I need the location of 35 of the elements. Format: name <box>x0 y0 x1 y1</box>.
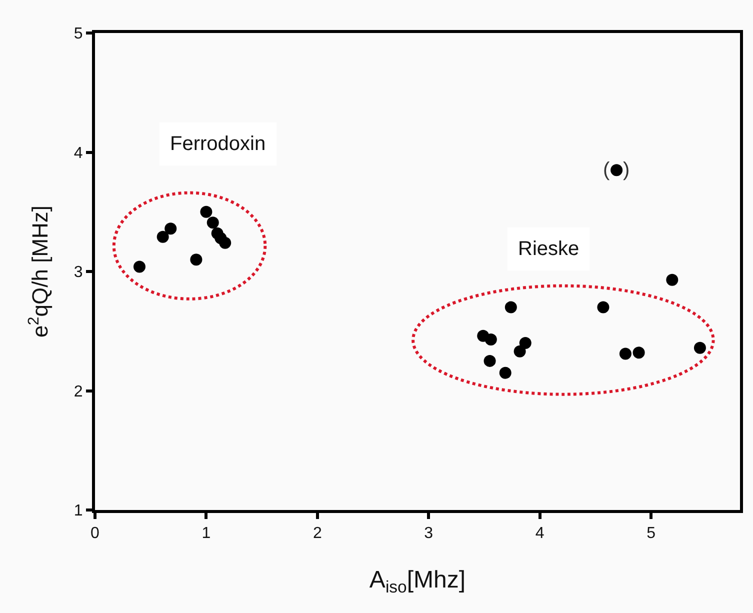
x-tick-label: 0 <box>90 525 100 542</box>
point <box>206 216 219 229</box>
point <box>219 236 232 249</box>
point <box>499 366 512 379</box>
point <box>484 333 497 346</box>
annotation: Rieske <box>518 238 580 260</box>
point <box>619 348 632 360</box>
point <box>164 222 177 235</box>
y-tick-label: 5 <box>74 26 83 43</box>
point <box>190 254 202 266</box>
y-tick-label: 1 <box>74 502 83 520</box>
point <box>133 260 146 273</box>
point <box>694 342 706 354</box>
point <box>514 345 526 358</box>
y-tick-label: 2 <box>74 383 83 400</box>
point <box>666 274 678 286</box>
point <box>504 301 517 314</box>
point <box>632 346 645 359</box>
x-tick-label: 4 <box>535 525 544 542</box>
y-tick-label: 3 <box>74 264 83 282</box>
x-tick-label: 2 <box>312 525 322 542</box>
point <box>610 164 623 176</box>
point <box>200 206 212 218</box>
x-tick-label: 5 <box>646 525 656 542</box>
x-axis-title: A$_{iso}$[Mhz] <box>369 566 466 597</box>
annotation: ) <box>623 159 630 181</box>
annotation: Ferrodoxin <box>170 133 266 155</box>
x-tick-label: 3 <box>424 525 434 542</box>
y-tick-label: 4 <box>74 144 83 162</box>
point <box>484 354 496 367</box>
annotation: ( <box>603 159 610 181</box>
point <box>597 301 610 314</box>
point <box>156 230 169 243</box>
x-tick-label: 1 <box>202 525 211 542</box>
point <box>519 337 532 350</box>
